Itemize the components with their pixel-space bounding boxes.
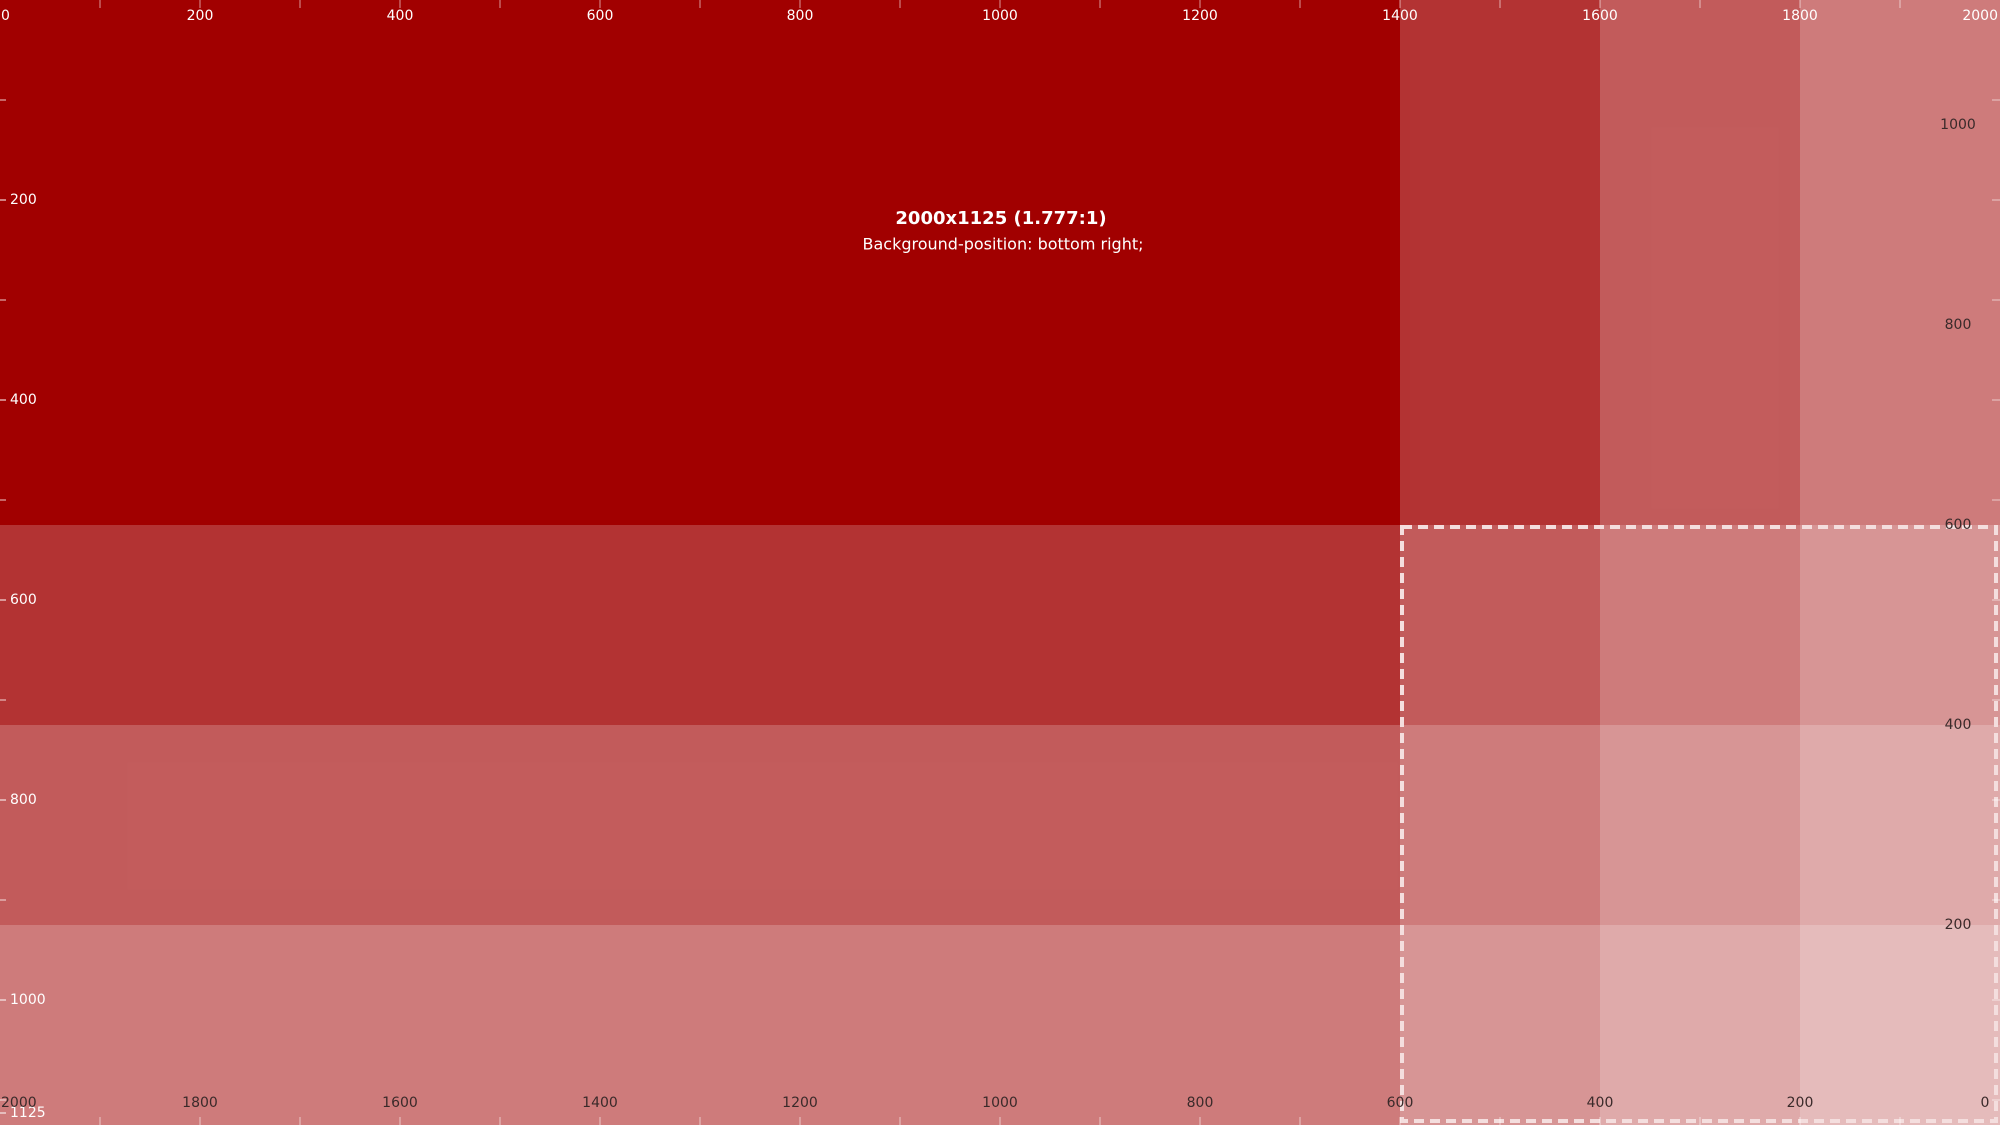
left-ruler-label: 1125	[10, 1105, 46, 1121]
bottom-ruler-label: 2000	[1, 1095, 37, 1111]
right-ruler-label: 1000	[1940, 117, 1976, 133]
top-ruler-label: 1400	[1382, 8, 1418, 24]
top-ruler-label: 400	[387, 8, 414, 24]
left-ruler-label: 400	[10, 392, 37, 408]
top-ruler-label: 800	[787, 8, 814, 24]
bottom-ruler-label: 600	[1387, 1095, 1414, 1111]
bottom-ruler-label: 200	[1787, 1095, 1814, 1111]
left-ruler-label: 1000	[10, 992, 46, 1008]
right-ruler-label: 0	[1981, 1095, 1990, 1111]
band	[0, 725, 2000, 1125]
left-ruler-label: 600	[10, 592, 37, 608]
top-ruler-label: 0	[1, 8, 10, 24]
top-ruler-label: 200	[187, 8, 214, 24]
band	[0, 925, 2000, 1125]
top-ruler-label: 1800	[1782, 8, 1818, 24]
bottom-ruler-label: 1000	[982, 1095, 1018, 1111]
left-ruler-label: 800	[10, 792, 37, 808]
bottom-ruler-label: 1400	[582, 1095, 618, 1111]
bottom-ruler-label: 1800	[182, 1095, 218, 1111]
right-ruler-label: 200	[1945, 917, 1972, 933]
band	[1400, 0, 2000, 1125]
title: 2000x1125 (1.777:1)	[895, 208, 1106, 229]
top-ruler-label: 1200	[1182, 8, 1218, 24]
top-ruler-label: 1000	[982, 8, 1018, 24]
top-ruler-label: 1600	[1582, 8, 1618, 24]
band	[1800, 0, 2000, 1125]
subtitle: Background-position: bottom right;	[862, 235, 1143, 254]
right-ruler-label: 400	[1945, 717, 1972, 733]
dashed-box	[1400, 525, 1998, 1123]
top-ruler-label: 2000	[1962, 8, 1998, 24]
bottom-ruler-label: 400	[1587, 1095, 1614, 1111]
bottom-ruler-label: 800	[1187, 1095, 1214, 1111]
right-ruler-label: 800	[1945, 317, 1972, 333]
left-ruler-label: 200	[10, 192, 37, 208]
bottom-ruler-label: 1600	[382, 1095, 418, 1111]
top-ruler-label: 600	[587, 8, 614, 24]
band	[0, 525, 2000, 1125]
right-ruler-label: 600	[1945, 517, 1972, 533]
band	[1600, 0, 2000, 1125]
bottom-ruler-label: 1200	[782, 1095, 818, 1111]
